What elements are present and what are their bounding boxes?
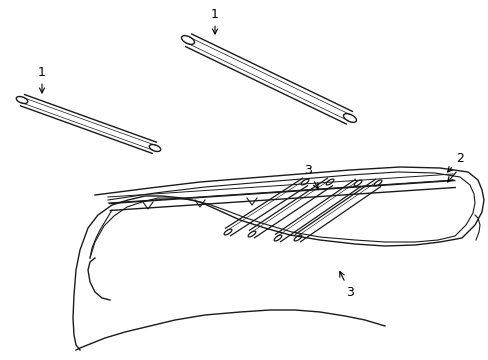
Text: 2: 2: [447, 152, 463, 172]
Text: 3: 3: [339, 271, 353, 298]
Text: 1: 1: [38, 66, 46, 93]
Text: 3: 3: [304, 163, 317, 189]
Text: 1: 1: [211, 8, 219, 34]
